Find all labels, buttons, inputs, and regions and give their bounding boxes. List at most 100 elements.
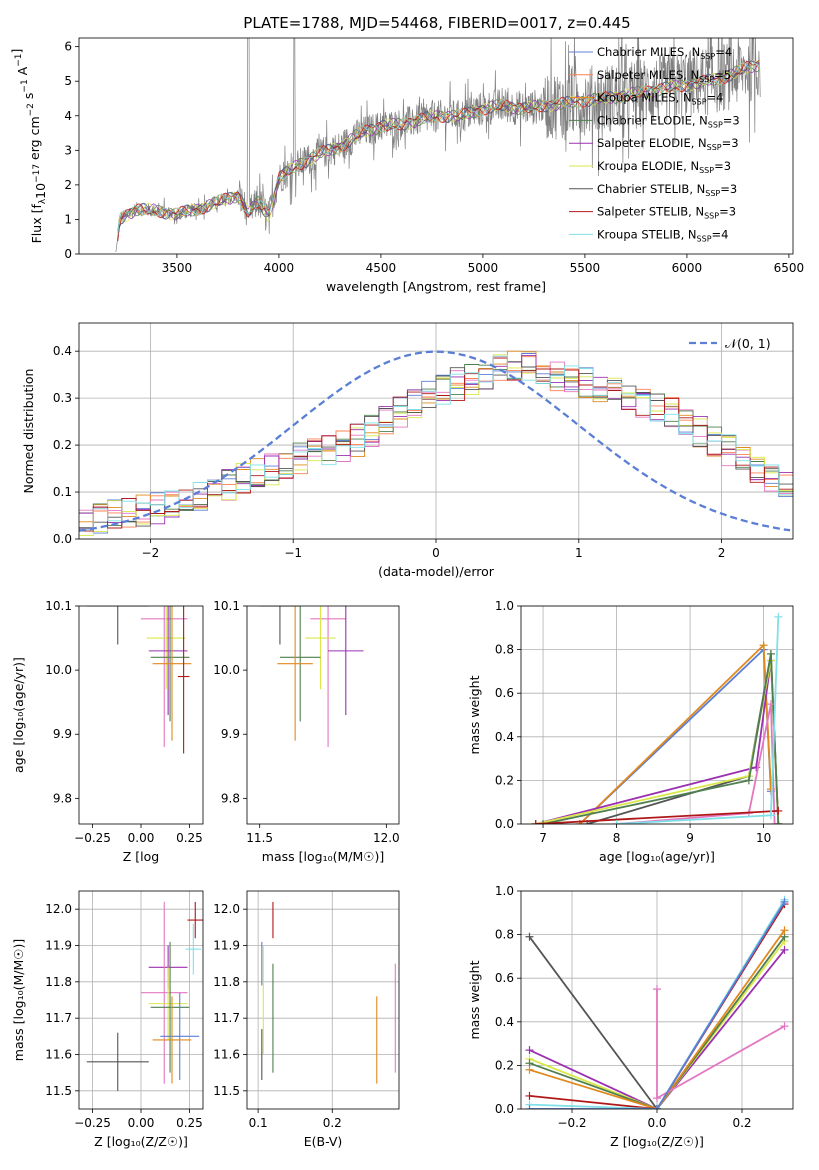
age-weight-point-marker [766, 811, 775, 820]
z-mass-axes: −0.25 0.00 0.25 11.5 11.6 11.7 11.8 11.9 12.0 [45, 891, 203, 1130]
spectrum-ylabel-part: Flux [f [29, 204, 44, 244]
spectrum-xtick-label: 5000 [468, 261, 499, 275]
ebv-mass-xlabel: E(B-V) [304, 1134, 343, 1149]
ebv-mass-ytick-label: 12.0 [213, 902, 240, 916]
spectrum-ylabel-part: −2 [26, 103, 36, 116]
gaussian-legend-label: 𝒩(0, 1) [725, 336, 771, 351]
spectrum-axes: 3500 4000 4500 5000 5500 6000 6500 0 1 2 3 4 5 6 [64, 40, 804, 275]
model-spectrum-line [117, 62, 760, 235]
mass-age-xtick-label: 12.0 [373, 831, 400, 845]
z-weight-series-line [528, 936, 658, 1109]
spectrum-ytick-label: 3 [64, 143, 72, 157]
z-mass-points [86, 901, 203, 1091]
legend-label-tail: =4 [707, 91, 724, 105]
ebv-mass-ytick-label: 11.9 [213, 939, 240, 953]
mass-age-ytick-label: 10.1 [213, 599, 240, 613]
ebv-mass-xtick-label: 0.2 [323, 1116, 342, 1130]
z-weight-ytick-label: 0.0 [495, 1102, 514, 1116]
age-weight-point-marker [612, 820, 621, 824]
ebv-mass-ytick-label: 11.6 [213, 1048, 240, 1062]
residuals-xtick-label: 2 [718, 546, 726, 560]
ebv-mass-ytick-label: 11.7 [213, 1011, 240, 1025]
z-weight-ytick-label: 0.4 [495, 1015, 514, 1029]
model-spectrum-line [117, 60, 760, 239]
ebv-mass-axes: 0.1 0.2 11.5 11.6 11.7 11.8 11.9 12.0 [213, 891, 399, 1130]
spectrum-ylabel-part: erg cm [27, 116, 42, 164]
z-weight-ytick-label: 0.6 [495, 971, 514, 985]
legend-label-sub: SSP [705, 189, 720, 198]
z-age-ytick-label: 10.1 [45, 599, 72, 613]
legend-label-text: Kroupa STELIB, N [597, 227, 697, 241]
age-weight-ytick-label: 0.6 [495, 686, 514, 700]
spectrum-xtick-label: 6500 [774, 261, 805, 275]
residuals-xlabel: (data-model)/error [378, 564, 495, 579]
z-weight-ytick-label: 0.8 [495, 928, 514, 942]
age-weight-series-line [616, 616, 780, 824]
z-weight-series [525, 895, 789, 1109]
spectrum-lines [115, 38, 761, 252]
residuals-xtick-label: −2 [142, 546, 160, 560]
legend-label-text: Chabrier MILES, N [597, 45, 700, 59]
z-weight-axes: −0.2 0.0 0.2 0.0 0.2 0.4 0.6 0.8 1.0 [495, 884, 793, 1130]
legend-label-sub: SSP [708, 120, 723, 129]
ebv-mass-ytick-label: 11.8 [213, 975, 240, 989]
legend-label-text: Chabrier ELODIE, N [597, 113, 708, 127]
z-age-xtick-label: −0.25 [74, 831, 111, 845]
spectrum-frame [78, 37, 794, 255]
z-weight-point-marker [525, 1046, 534, 1055]
legend-label-tail: =3 [720, 182, 737, 196]
z-weight-point-marker [780, 897, 789, 906]
age-weight-point-marker [766, 700, 775, 709]
age-weight-ylabel: mass weight [467, 675, 482, 754]
z-mass-ytick-label: 11.7 [45, 1011, 72, 1025]
spectrum-ylabel-part: λ [38, 198, 48, 204]
spectrum-ylabel-part: −1 [20, 79, 30, 92]
residuals-xtick-label: 0 [432, 546, 440, 560]
residuals-xtick-label: 1 [575, 546, 583, 560]
legend-label-text: Kroupa ELODIE, N [597, 159, 699, 173]
legend-label-sub: SSP [699, 75, 714, 84]
spectrum-legend-label: Chabrier STELIB, NSSP=3 [597, 182, 737, 198]
age-weight-ytick-label: 0.4 [495, 730, 514, 744]
age-weight-ytick-label: 1.0 [495, 599, 514, 613]
age-weight-point-marker [774, 612, 783, 621]
z-age-points [86, 606, 192, 754]
z-weight-point-marker [780, 926, 789, 935]
residuals-ytick-label: 0.3 [53, 391, 72, 405]
z-weight-xtick-label: 0.2 [732, 1116, 751, 1130]
residuals-ytick-label: 0.0 [53, 532, 72, 546]
spectrum-ytick-label: 5 [64, 74, 72, 88]
age-weight-point-marker [531, 820, 540, 824]
z-mass-ytick-label: 11.9 [45, 939, 72, 953]
spectrum-xtick-label: 4000 [264, 261, 295, 275]
legend-label-sub: SSP [699, 166, 714, 175]
z-mass-ytick-label: 12.0 [45, 902, 72, 916]
legend-label-tail: =5 [714, 68, 731, 82]
spectrum-legend-label: Salpeter MILES, NSSP=5 [597, 68, 731, 84]
age-weight-series [531, 612, 783, 824]
mass-age-points [259, 606, 364, 748]
spectrum-legend-label: Chabrier ELODIE, NSSP=3 [597, 113, 740, 129]
ebv-mass-points [261, 901, 396, 1084]
spectrum-ylabel-part: ] [9, 49, 24, 54]
spectrum-xtick-label: 4500 [366, 261, 397, 275]
z-weight-xtick-label: 0.0 [647, 1116, 666, 1130]
age-weight-xtick-label: 9 [686, 831, 694, 845]
z-mass-xtick-label: 0.00 [128, 1116, 155, 1130]
z-age-ytick-label: 9.9 [53, 727, 72, 741]
residuals-ytick-label: 0.4 [53, 344, 72, 358]
legend-label-tail: =3 [722, 136, 739, 150]
legend-label-sub: SSP [692, 98, 707, 107]
z-age-xtick-label: 0.00 [128, 831, 155, 845]
spectrum-xtick-label: 5500 [570, 261, 601, 275]
mass-age-ytick-label: 9.8 [221, 791, 240, 805]
model-spectrum-line [117, 60, 760, 242]
legend-label-tail: =3 [714, 159, 731, 173]
residuals-frame [78, 322, 794, 540]
spectrum-ytick-label: 4 [64, 109, 72, 123]
age-weight-point-marker [539, 820, 548, 824]
ebv-mass-xtick-label: 0.1 [249, 1116, 268, 1130]
legend-label-tail: =3 [719, 205, 736, 219]
legend-label-text: Salpeter STELIB, N [597, 205, 704, 219]
